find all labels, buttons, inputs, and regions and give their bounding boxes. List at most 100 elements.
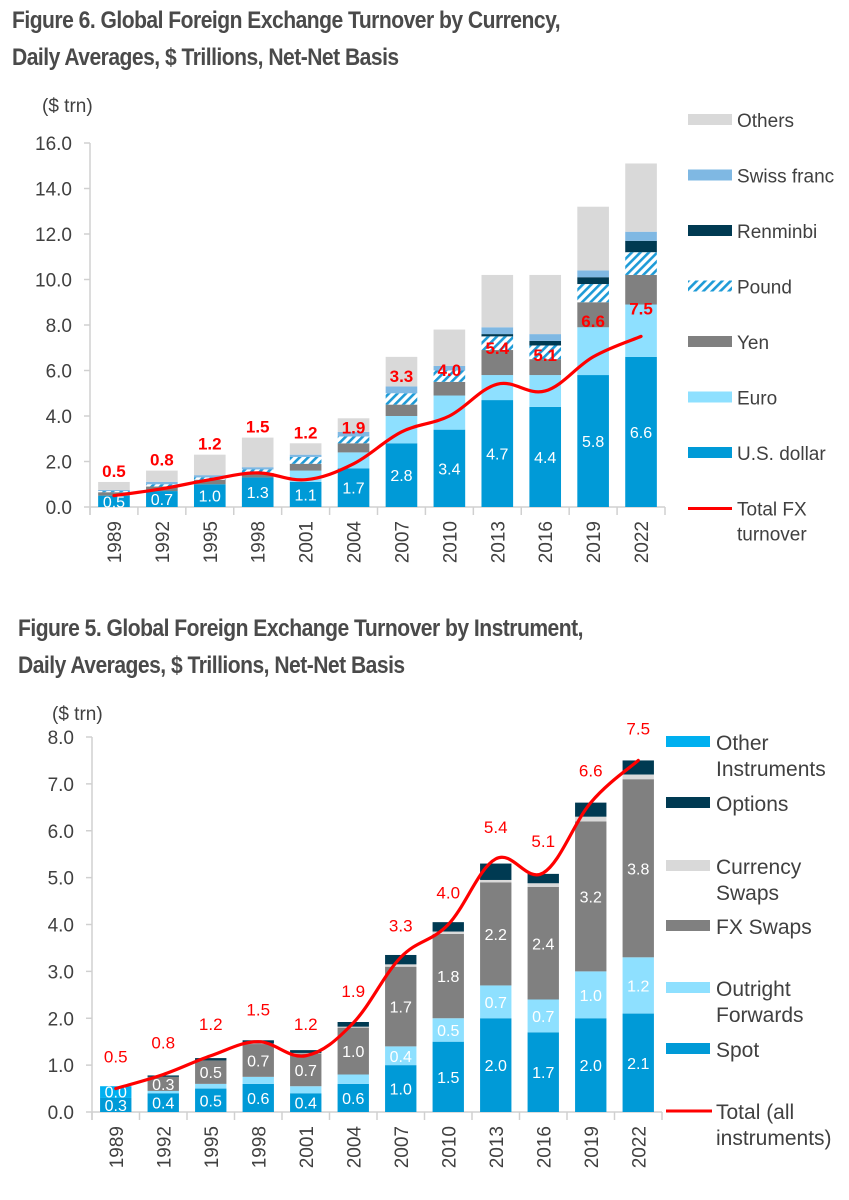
bar-value-label: 2.8 [390,468,412,485]
legend-label: Options [716,793,788,816]
x-tick-label: 1989 [105,521,126,563]
bar-segment-options [622,760,654,775]
x-tick-label: 2013 [487,1126,508,1168]
legend-swatch-euro [688,391,732,403]
bar-segment-swiss-franc [481,327,514,335]
bar-segment-others [337,418,370,432]
bar-value-label: 1.1 [295,487,317,504]
bar-segment-pound [241,469,274,473]
y-tick-label: 0.0 [48,1103,74,1124]
total-value-label: 7.5 [629,299,653,318]
legend-label: Pound [737,278,792,299]
bar-segment-fx-swaps [575,821,607,972]
bar-segment-currency-swaps [527,883,559,887]
bar-segment-yen [193,479,226,485]
bar-segment-swiss-franc [289,454,322,457]
bar-segment-euro [433,395,466,430]
legend-item-outright-forwards: Outright Forwards [666,978,804,1027]
figure5-title-line2: Daily Averages, $ Trillions, Net-Net Bas… [18,652,405,679]
legend-item-options: Options [666,793,788,816]
x-tick-label: 1992 [154,1126,175,1168]
legend-swatch-options [666,797,710,808]
bar-value-label: 0.0 [105,1084,127,1101]
bar-value-label: 0.5 [200,1065,222,1082]
bar-segment-currency-swaps [290,1052,322,1054]
bar-value-label: 0.4 [152,1096,174,1113]
bar-segment-yen [529,359,562,376]
legend-label: FX Swaps [716,916,812,939]
bar-segment-u-s-dollar [193,484,226,507]
bar-segment-others [577,206,609,271]
legend-item-yen: Yen [688,333,769,354]
bar-segment-euro [289,470,322,482]
bar-segment-pound [146,484,178,487]
legend-label: Currency [716,856,802,879]
bar-segment-u-s-dollar [146,491,178,507]
bar-segment-fx-swaps [527,887,559,1000]
bar-value-label: 0.7 [247,1053,269,1070]
bar-segment-options [385,954,417,965]
legend-swatch-others [688,114,732,125]
bar-value-label: 3.2 [580,889,602,906]
total-value-label: 5.4 [485,339,509,358]
bar-segment-spot [195,1088,227,1112]
x-tick-label: 2022 [629,1126,650,1168]
x-tick-label: 1989 [107,1126,128,1168]
x-tick-label: 2016 [536,521,557,563]
bar-segment-swiss-franc [193,475,226,478]
bar-value-label: 1.7 [342,481,364,498]
y-tick-label: 6.0 [48,822,74,843]
currency-turnover-chart: ($ trn) 0.0 2.0 4.0 6.0 8.0 10.0 12.0 14.0 16.0 1… [35,96,834,563]
bar-segment-yen [625,274,657,305]
total-value-label: 0.8 [151,1034,175,1053]
x-tick-label: 2007 [392,1126,413,1168]
total-value-label: 1.5 [246,1001,270,1020]
bar-segment-u-s-dollar [385,443,418,507]
bar-segment-pound [481,336,514,351]
bar-segment-yen [577,302,609,328]
bar-segment-options [480,863,512,880]
bar-value-label: 0.4 [390,1049,412,1066]
bar-segment-outright-forwards [290,1086,322,1094]
bar-segment-spot [480,1018,512,1112]
bar-segment-others [241,437,274,468]
x-tick-label: 2013 [488,521,509,563]
bar-segment-u-s-dollar [577,375,609,507]
bar-segment-u-s-dollar [625,356,657,507]
bar-segment-swiss-franc [385,386,418,394]
legend-swatch-fx-swaps [666,920,710,931]
total-value-label: 4.0 [438,361,462,380]
legend-swatch-other-instruments [666,736,710,747]
legend-item-spot: Spot [666,1039,759,1062]
total-value-label: 1.9 [341,982,365,1001]
x-tick-label: 2007 [392,521,413,563]
bar-value-label: 1.0 [390,1082,412,1099]
legend-label: Others [737,111,794,132]
bar-segment-swiss-franc [625,231,657,241]
bar-segment-u-s-dollar [98,495,130,507]
x-tick-label: 2010 [439,1126,460,1168]
bar-segment-spot [527,1032,559,1112]
bar-value-label: 0.5 [103,494,125,511]
bar-value-label: 1.8 [437,969,459,986]
chart1-y-unit-label: ($ trn) [42,96,93,117]
total-value-label: 1.2 [294,1015,318,1034]
legend-label: Spot [716,1039,759,1062]
y-tick-label: 14.0 [35,180,72,201]
y-tick-label: 1.0 [48,1056,74,1077]
legend-label: Renminbi [737,222,817,243]
bar-segment-outright-forwards [147,1090,179,1094]
legend-label: Total (all [716,1101,794,1124]
bar-value-label: 1.0 [580,988,602,1005]
bar-segment-outright-forwards [195,1083,227,1089]
y-tick-label: 0.0 [46,498,72,519]
bar-value-label: 2.1 [627,1056,649,1073]
total-value-label: 6.6 [579,762,603,781]
legend-swatch-yen [688,336,732,347]
bar-segment-options [432,922,464,932]
bar-value-label: 0.3 [152,1077,174,1094]
legend-label: turnover [737,525,807,546]
bar-segment-other-instruments [100,1086,132,1098]
bar-segment-options [527,873,559,884]
total-line [112,334,643,498]
